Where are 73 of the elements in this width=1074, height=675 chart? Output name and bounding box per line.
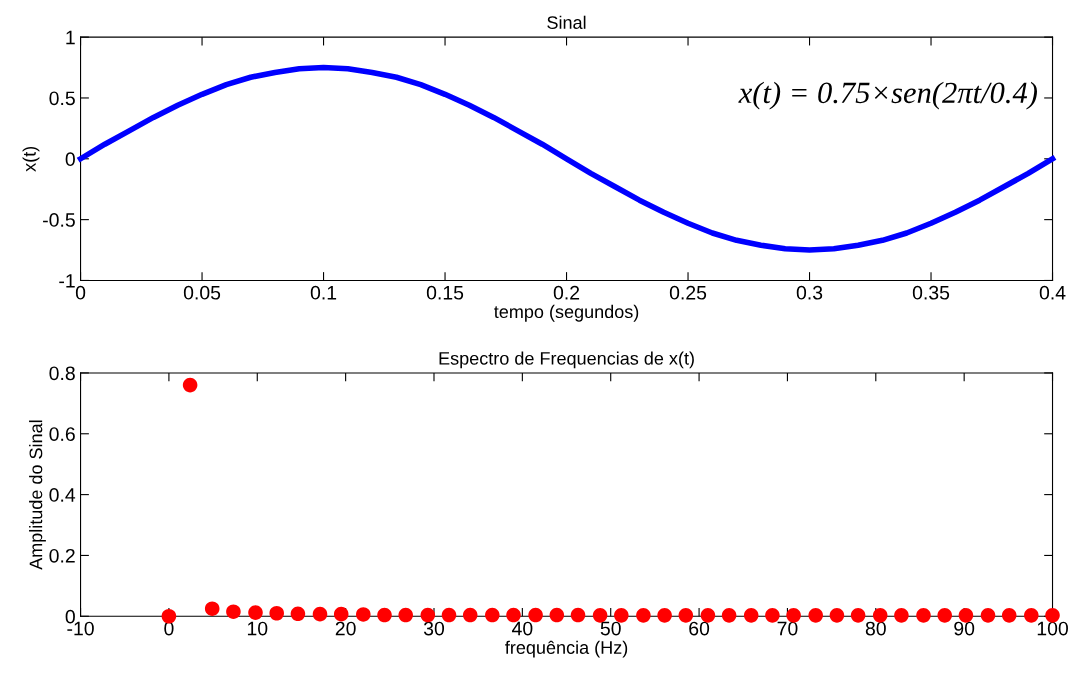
x-tick-label: 70 [777, 621, 798, 636]
point [678, 608, 694, 623]
point [290, 606, 306, 622]
x-tick-label: 0.15 [426, 285, 464, 300]
point [161, 608, 177, 624]
point [570, 607, 586, 623]
chart-title: Espectro de Frequencias de x(t) [439, 351, 694, 369]
point [398, 607, 413, 623]
point [808, 608, 823, 623]
point [1001, 608, 1017, 623]
point [829, 608, 845, 623]
x-tick-label: 0.2 [553, 285, 580, 300]
point [204, 601, 220, 616]
x-axis-title: tempo (segundos) [494, 304, 639, 322]
x-tick-label: 20 [335, 621, 356, 636]
point [765, 608, 780, 623]
x-tick-label: 80 [865, 621, 886, 636]
point [333, 606, 349, 622]
point [937, 608, 952, 623]
point [248, 605, 263, 620]
point [636, 608, 651, 623]
x-tick-label: 90 [954, 621, 975, 636]
point [312, 606, 328, 622]
point [980, 608, 996, 623]
point [894, 608, 909, 623]
point [850, 608, 866, 623]
x-tick-label: 50 [600, 621, 621, 636]
y-tick-label: 0.5 [49, 91, 75, 106]
point [420, 607, 436, 623]
point [700, 608, 716, 623]
point [356, 607, 371, 622]
point [721, 608, 737, 623]
x-tick-label: 30 [423, 621, 445, 636]
point [269, 605, 284, 621]
y-tick-label: 0.6 [49, 427, 75, 442]
x-tick-label: 0.4 [1039, 285, 1066, 300]
point [1024, 608, 1039, 623]
x-tick-label: 40 [511, 621, 533, 636]
y-tick-label: 0 [65, 152, 75, 167]
y-tick-label: 0.4 [49, 488, 76, 502]
point [528, 607, 543, 623]
x-tick-label: 0.05 [183, 285, 221, 300]
annotation: x(t) = 0.75×sen(2πt/0.4) [738, 81, 1037, 110]
point [377, 607, 392, 623]
x-tick-label: 10 [247, 621, 268, 636]
point [182, 377, 198, 393]
x-tick-label: 0.1 [310, 285, 337, 300]
x-tick-label: 60 [689, 621, 710, 636]
y-axis-title: x(t) [22, 146, 40, 172]
y-tick-label: 1 [66, 30, 75, 45]
point [549, 607, 565, 623]
point [462, 607, 478, 623]
point [226, 604, 241, 619]
point [441, 607, 457, 623]
chart-title: Sinal [547, 15, 586, 29]
x-tick-label: 100 [1037, 621, 1068, 636]
y-tick-label: -1 [59, 274, 75, 288]
x-tick-label: 0.25 [669, 285, 707, 300]
x-tick-label: 0.35 [912, 285, 950, 300]
y-tick-label: 0.8 [49, 366, 75, 381]
point [614, 608, 629, 623]
point [657, 608, 672, 623]
x-tick-label: 0.3 [796, 285, 823, 300]
point [506, 607, 521, 623]
point [485, 607, 500, 623]
point [916, 608, 931, 623]
y-tick-label: 0.2 [49, 548, 75, 563]
y-axis-title: Amplitude do Sinal [29, 420, 46, 570]
point [592, 608, 608, 623]
x-axis-title: frequência (Hz) [505, 640, 628, 658]
y-tick-label: -0.5 [43, 213, 75, 227]
x-tick-label: 0 [75, 285, 86, 300]
point [743, 608, 759, 623]
